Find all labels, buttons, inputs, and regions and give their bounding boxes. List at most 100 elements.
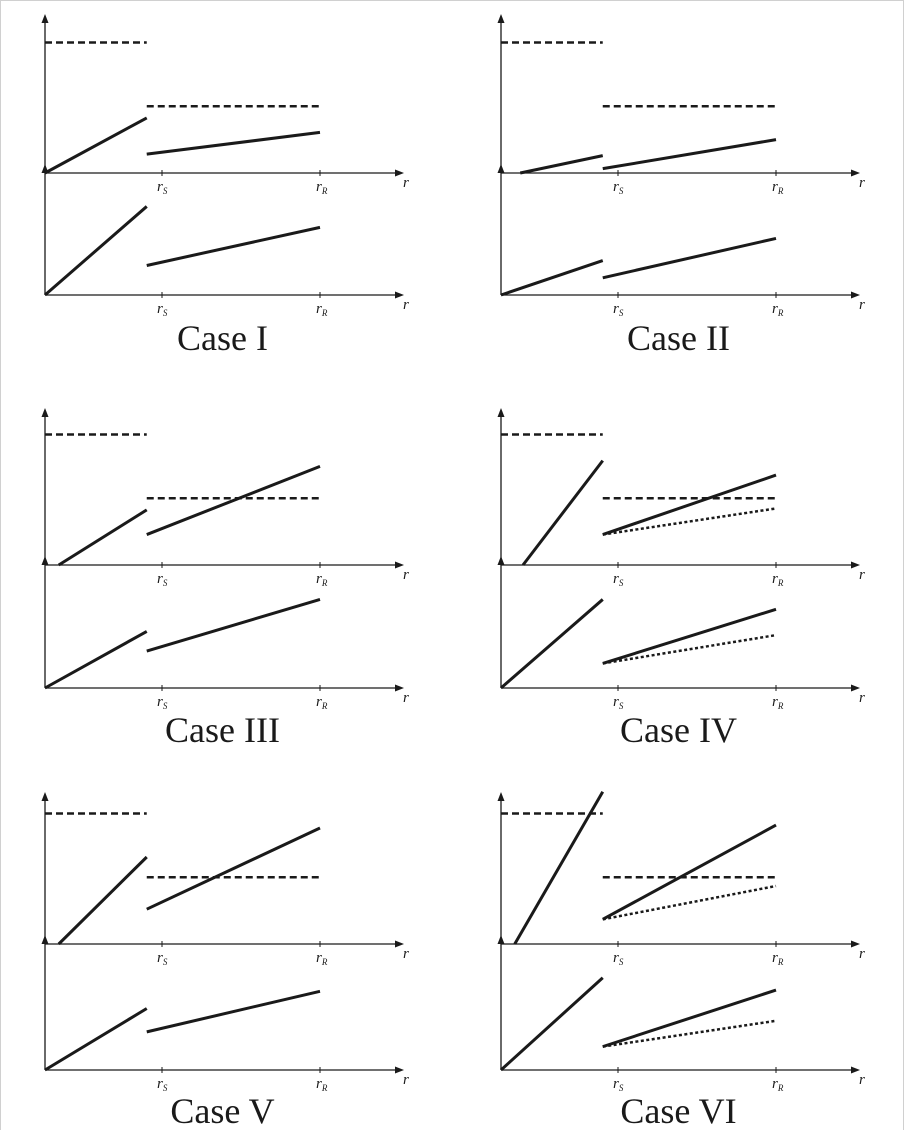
tick-label-r-r: rR: [772, 301, 784, 318]
y-axis-arrow: [497, 408, 505, 417]
tick-label-r-r: rR: [316, 950, 328, 967]
upper-solid-line-1: [57, 855, 148, 946]
upper-solid-line-1: [521, 459, 604, 566]
case-panel-5: rS rR r rS rR r Case V: [41, 792, 409, 1131]
upper-dotted-line-1: [602, 507, 777, 536]
upper-solid-line-2: [146, 826, 321, 911]
lower-y-axis-arrow: [497, 164, 505, 173]
case-panel-6: rS rR r rS rR r Case VI: [497, 790, 865, 1131]
upper-solid-line-2: [146, 465, 321, 536]
tick-label-r-s: rS: [613, 694, 624, 711]
lower-solid-line-1: [500, 598, 604, 690]
tick-label-r-s: rS: [157, 694, 168, 711]
upper-x-axis-arrow: [851, 169, 860, 177]
case-title: Case IV: [620, 710, 737, 750]
tick-label-r-r: rR: [772, 571, 784, 588]
lower-x-axis-arrow: [851, 1066, 860, 1074]
y-axis-arrow: [497, 792, 505, 801]
upper-x-axis-arrow: [395, 169, 404, 177]
axis-label-r: r: [859, 567, 865, 583]
upper-solid-line-2: [146, 130, 321, 156]
tick-label-r-s: rS: [157, 1076, 168, 1093]
axis-label-r: r: [403, 690, 409, 706]
upper-x-axis-arrow: [851, 561, 860, 569]
axis-label-r: r: [403, 175, 409, 191]
upper-solid-line-2: [602, 823, 777, 921]
tick-label-r-s: rS: [613, 1076, 624, 1093]
case-panel-2: rS rR r rS rR r Case II: [497, 14, 865, 358]
tick-label-r-s: rS: [613, 571, 624, 588]
case-title: Case II: [627, 318, 730, 358]
lower-x-axis-arrow: [395, 1066, 404, 1074]
upper-solid-line-2: [602, 473, 777, 536]
y-axis-arrow: [497, 14, 505, 23]
lower-solid-line-1: [499, 976, 604, 1072]
lower-x-axis-arrow: [395, 291, 404, 299]
tick-label-r-r: rR: [772, 1076, 784, 1093]
lower-solid-line-2: [602, 236, 777, 280]
upper-solid-line-1: [57, 508, 148, 567]
lower-solid-line-2: [146, 225, 321, 267]
tick-label-r-r: rR: [316, 1076, 328, 1093]
tick-label-r-r: rR: [316, 571, 328, 588]
upper-x-axis-arrow: [851, 940, 860, 948]
case-panel-4: rS rR r rS rR r Case IV: [497, 408, 865, 750]
lower-dotted-line-1: [602, 1019, 777, 1048]
lower-solid-line-2: [602, 607, 777, 665]
upper-solid-line-1: [519, 154, 604, 175]
lower-y-axis-arrow: [497, 556, 505, 565]
tick-label-r-r: rR: [316, 694, 328, 711]
lower-solid-line-1: [44, 205, 148, 297]
lower-solid-line-2: [146, 989, 321, 1034]
lower-y-axis-arrow: [497, 935, 505, 944]
lower-x-axis-arrow: [851, 684, 860, 692]
axis-label-r: r: [403, 946, 409, 962]
axis-label-r: r: [859, 946, 865, 962]
axis-label-r: r: [859, 1072, 865, 1088]
lower-y-axis-arrow: [41, 935, 49, 944]
lower-x-axis-arrow: [395, 684, 404, 692]
lower-solid-line-1: [500, 259, 604, 297]
y-axis-arrow: [41, 14, 49, 23]
upper-solid-line-1: [44, 116, 148, 175]
lower-dotted-line-1: [602, 633, 777, 665]
upper-x-axis-arrow: [395, 561, 404, 569]
tick-label-r-s: rS: [157, 950, 168, 967]
tick-label-r-r: rR: [316, 179, 328, 196]
lower-solid-line-1: [44, 1007, 148, 1072]
axis-label-r: r: [859, 690, 865, 706]
lower-solid-line-2: [602, 988, 777, 1049]
tick-label-r-s: rS: [157, 179, 168, 196]
lower-x-axis-arrow: [851, 291, 860, 299]
case-title: Case VI: [620, 1091, 736, 1131]
lower-solid-line-1: [44, 630, 148, 690]
tick-label-r-s: rS: [157, 301, 168, 318]
y-axis-arrow: [41, 792, 49, 801]
case-title: Case I: [177, 318, 268, 358]
tick-label-r-s: rS: [613, 179, 624, 196]
axis-label-r: r: [403, 567, 409, 583]
axis-label-r: r: [859, 175, 865, 191]
lower-solid-line-2: [146, 598, 321, 653]
tick-label-r-s: rS: [613, 950, 624, 967]
tick-label-r-r: rR: [772, 950, 784, 967]
tick-label-r-r: rR: [772, 694, 784, 711]
upper-solid-line-2: [602, 138, 777, 171]
axis-label-r: r: [403, 297, 409, 313]
case-title: Case III: [165, 710, 280, 750]
tick-label-r-r: rR: [772, 179, 784, 196]
tick-label-r-s: rS: [613, 301, 624, 318]
upper-x-axis-arrow: [395, 940, 404, 948]
axis-label-r: r: [403, 1072, 409, 1088]
axis-label-r: r: [859, 297, 865, 313]
tick-label-r-s: rS: [157, 571, 168, 588]
case-panel-3: rS rR r rS rR r Case III: [41, 408, 409, 750]
case-title: Case V: [170, 1091, 274, 1131]
tick-label-r-r: rR: [316, 301, 328, 318]
upper-solid-line-1: [513, 790, 605, 945]
case-panel-1: rS rR r rS rR r Case I: [41, 14, 409, 358]
y-axis-arrow: [41, 408, 49, 417]
lower-y-axis-arrow: [41, 556, 49, 565]
